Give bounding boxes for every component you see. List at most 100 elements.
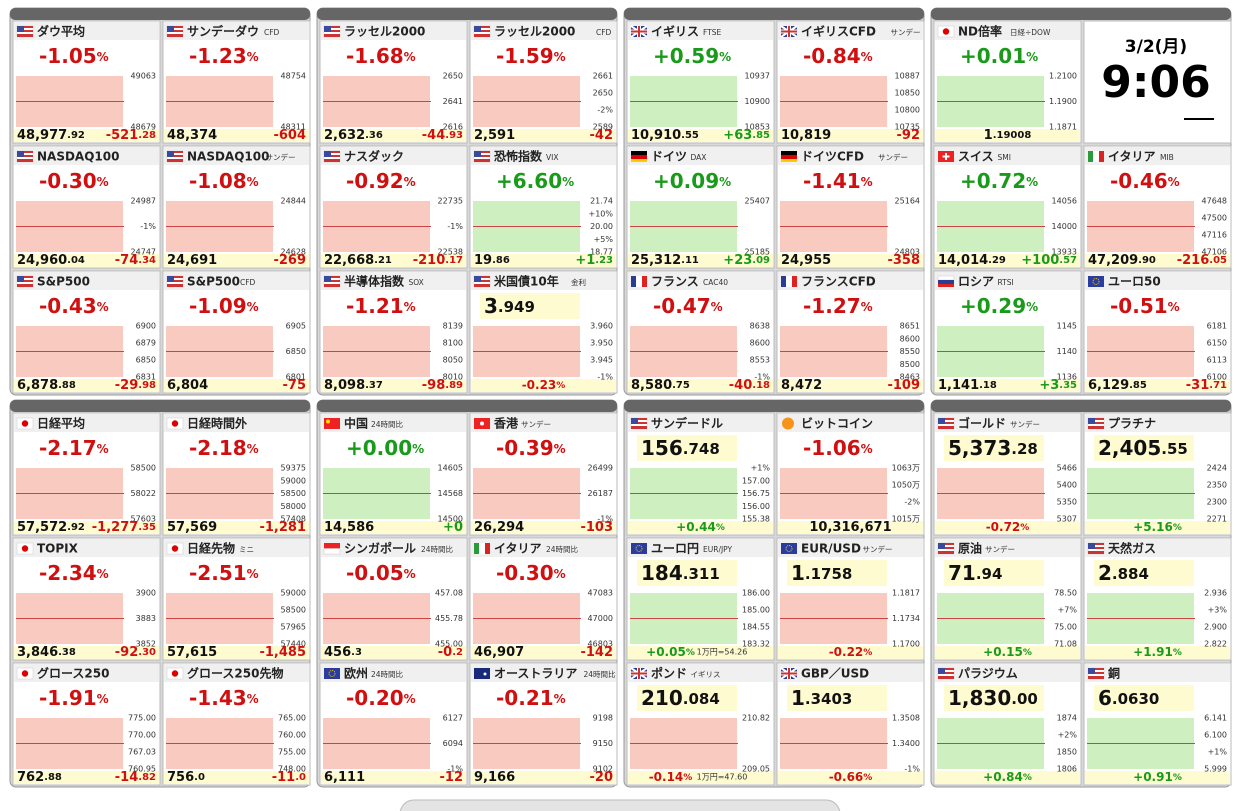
tile-header [935,539,1080,557]
axis-label: 8600 [900,334,920,343]
group-header [624,8,924,20]
flag-part [937,275,955,281]
axis-label: 6.100 [1204,731,1227,740]
bottom-band [778,129,923,142]
flag-icon [16,150,34,163]
tile-sub: CFD [264,28,280,37]
diff: -216.05 [1177,253,1227,268]
group-header [624,400,924,412]
axis-label: 1.3508 [892,714,920,723]
axis-label: 185.00 [742,606,770,615]
axis-label: 57408 [281,515,306,524]
change: -0.23% [522,378,566,392]
diff: +3.35 [1039,378,1077,393]
axis-label: -1% [447,222,463,231]
tile-name: 日経先物 [187,541,235,556]
axis-label: 2650 [593,89,613,98]
bottom-band [778,521,923,534]
change: -1.27% [803,294,873,318]
axis-label: 2589 [593,123,613,132]
tile-sub: サンデー [1010,419,1040,429]
axis-label: 47500 [1202,214,1227,223]
price: 8,098.37 [324,378,383,393]
axis-label: +7% [1058,606,1078,615]
flag-icon [630,417,648,430]
axis-label: 8553 [750,356,770,365]
axis-label: 25185 [745,248,770,257]
axis-label: +5% [594,235,614,244]
axis-label: 1136 [1057,373,1077,382]
change: -1.09% [189,294,259,318]
axis-label: 71.08 [1054,640,1077,649]
tile-header [164,147,309,165]
diff: -14.82 [115,770,156,785]
diff: -109 [887,378,920,393]
flag-part [324,668,340,679]
tile-sub: SOX [409,278,424,287]
flag-icon [937,667,955,680]
flag-part [326,419,330,424]
diff: -40.18 [729,378,770,393]
axis-label: +1% [751,464,771,473]
tile-name: S&P500 [187,275,240,289]
flag-part [1088,676,1104,678]
tile-name: EUR/USD [801,542,861,556]
axis-label: 57603 [131,515,156,524]
flag-icon [473,275,491,288]
flag-part [938,280,954,284]
flag-icon [937,275,955,287]
axis-label: 59000 [281,589,306,598]
price: 8,580.75 [631,378,690,393]
axis-label: 9150 [593,739,613,748]
flag-part [785,545,793,552]
axis-label: +10% [589,209,614,218]
flag-part [17,36,33,37]
flag-part [938,676,954,678]
flag-part [1088,551,1104,553]
change: -1.91% [39,686,109,710]
flag-part [781,672,797,675]
bottom-band [14,254,159,267]
axis-label: -2% [597,106,613,115]
flag-part [474,151,481,157]
bottom-band [164,379,309,392]
axis-label: 1145 [1057,322,1077,331]
axis-label: 6181 [1207,322,1227,331]
price: 5,373.28 [948,436,1038,460]
flag-part [167,280,183,282]
flag-part [1088,151,1094,162]
diff: -210.17 [413,253,463,268]
flag-part [21,670,29,677]
axis-label: 8550 [900,347,920,356]
axis-label: 3.945 [590,356,613,365]
bottom-band [471,254,616,267]
bottom-band [628,379,773,392]
axis-label: 14056 [1052,197,1077,206]
flag-part [474,26,481,32]
tile-name: ダウ平均 [37,24,85,39]
change: -0.22% [829,645,873,659]
tile [1083,20,1232,144]
price: 9,166 [474,770,515,785]
flag-part [938,678,954,679]
axis-label: 22735 [438,197,463,206]
axis-label: 2350 [1207,481,1227,490]
tile-name: フランスCFD [801,275,876,289]
flag-part [1088,418,1095,424]
diff: -521.28 [106,128,156,143]
flag-icon [630,667,648,680]
change: +5.16% [1133,520,1182,534]
flag-part [1088,668,1095,674]
change: -1.41% [803,169,873,193]
price: 22,668.21 [324,253,392,268]
flag-part [938,418,945,424]
flag-part [938,543,954,545]
flag-icon [937,417,955,430]
axis-label: 5.999 [1204,765,1227,774]
change: -2.17% [39,436,109,460]
flag-part [631,151,647,155]
tile-name: 日経平均 [37,416,85,431]
flag-part [938,672,954,674]
flag-part [474,280,490,282]
